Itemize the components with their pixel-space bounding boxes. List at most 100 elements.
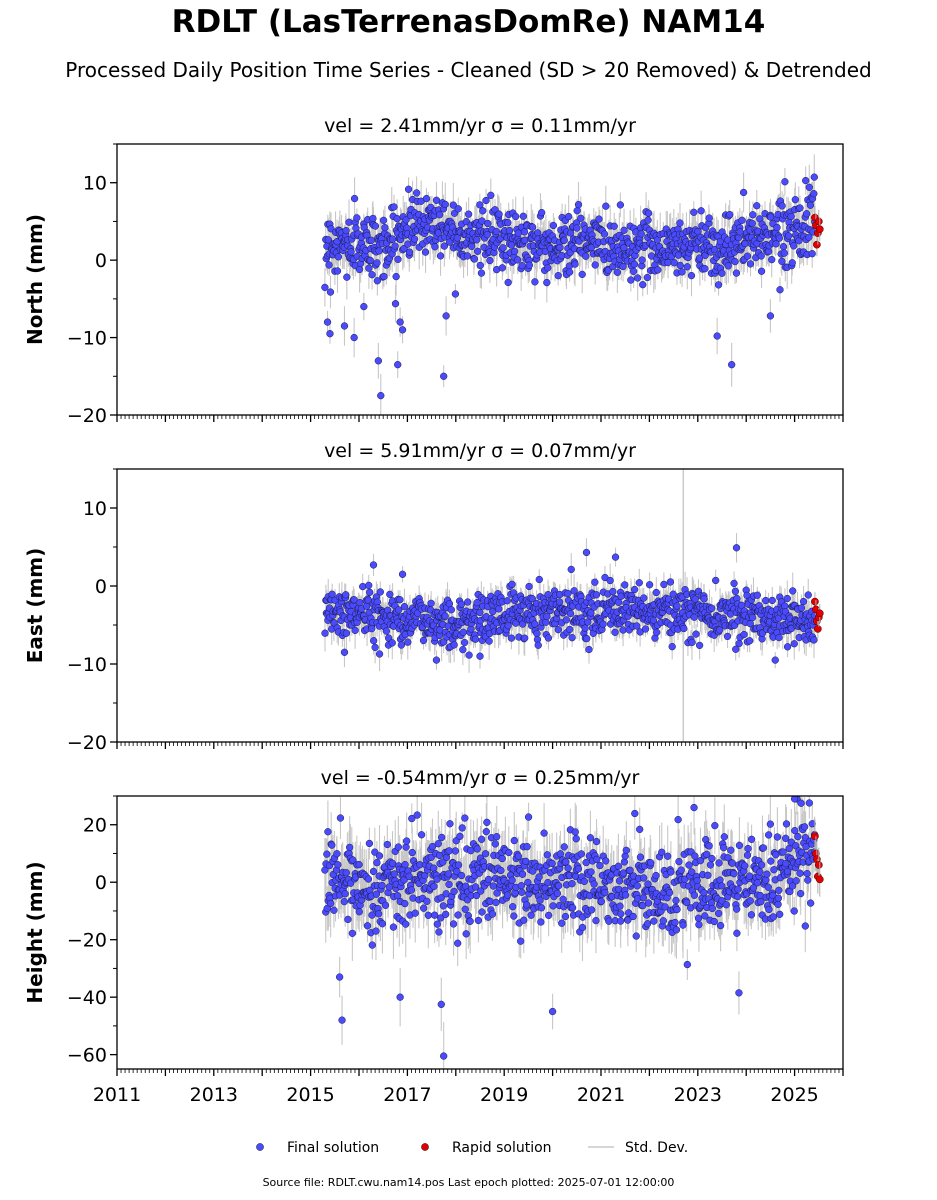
final-point: [723, 632, 732, 641]
final-point: [381, 224, 389, 232]
final-point: [394, 255, 402, 263]
final-point: [512, 212, 520, 221]
final-point: [587, 609, 595, 617]
final-point: [783, 594, 791, 603]
final-point: [700, 595, 708, 603]
final-point: [504, 622, 512, 630]
final-point: [508, 580, 516, 588]
final-points-east: [321, 544, 819, 664]
final-point: [528, 594, 536, 603]
final-point: [386, 590, 394, 599]
final-point: [753, 591, 761, 599]
final-point: [660, 580, 668, 589]
final-point: [531, 620, 539, 628]
final-point: [616, 201, 625, 209]
final-point: [460, 638, 469, 647]
final-point: [368, 271, 376, 279]
final-point: [670, 259, 678, 267]
final-point: [711, 245, 719, 254]
final-point: [507, 634, 516, 642]
final-point: [350, 194, 359, 203]
final-point: [732, 645, 740, 653]
final-point: [323, 904, 331, 913]
final-point: [591, 261, 599, 269]
final-point: [694, 227, 702, 236]
final-point: [585, 645, 593, 654]
final-point: [351, 626, 359, 635]
final-point: [476, 261, 484, 270]
final-point: [394, 361, 402, 369]
final-point: [366, 588, 374, 596]
final-point: [735, 639, 743, 648]
final-point: [486, 256, 494, 265]
final-point: [611, 553, 620, 561]
final-point: [499, 244, 507, 252]
final-point: [487, 191, 495, 199]
final-point: [775, 234, 784, 242]
final-point: [388, 639, 396, 647]
figure-subtitle: Processed Daily Position Time Series - C…: [65, 58, 872, 82]
final-point: [560, 236, 568, 244]
final-point: [479, 207, 487, 215]
final-point: [451, 290, 460, 298]
final-point: [379, 216, 388, 224]
final-point: [789, 587, 797, 595]
final-point: [788, 259, 796, 267]
final-point: [810, 190, 818, 198]
final-point: [431, 243, 439, 251]
final-point: [334, 253, 343, 261]
final-point: [644, 216, 652, 224]
final-point: [757, 267, 766, 275]
final-point: [748, 613, 757, 622]
final-point: [535, 575, 543, 584]
final-point: [404, 185, 413, 193]
final-point: [369, 214, 377, 223]
final-point: [582, 548, 591, 557]
final-point: [614, 598, 623, 607]
final-point: [376, 588, 384, 596]
final-point: [771, 656, 779, 664]
final-point: [649, 616, 658, 625]
final-point: [544, 264, 552, 272]
final-point: [321, 629, 329, 637]
final-point: [388, 235, 397, 243]
final-point: [543, 612, 551, 621]
final-point: [477, 269, 486, 277]
final-point: [518, 261, 526, 270]
final-point: [369, 561, 378, 569]
final-point: [797, 604, 806, 612]
final-point: [521, 634, 529, 642]
final-point: [476, 608, 484, 617]
final-point: [396, 318, 404, 326]
final-point: [779, 243, 788, 251]
final-point: [641, 625, 650, 633]
final-point: [565, 268, 574, 276]
final-point: [442, 312, 450, 320]
final-point: [471, 635, 480, 643]
panel-north: vel = 2.41mm/yr σ = 0.11mm/yr North (mm) 1…: [23, 115, 844, 427]
final-point: [731, 257, 739, 266]
final-point: [688, 638, 696, 647]
final-point: [611, 628, 619, 636]
final-point: [573, 224, 581, 232]
final-point: [441, 200, 449, 209]
final-point: [668, 643, 676, 651]
final-point: [404, 638, 412, 646]
rapid-point: [813, 240, 821, 249]
final-point: [323, 850, 331, 858]
final-point: [739, 188, 748, 197]
final-point: [476, 201, 484, 209]
ytick-label: 0: [95, 576, 107, 598]
final-point: [654, 266, 662, 274]
final-point: [495, 605, 503, 613]
final-point: [767, 213, 775, 221]
final-point: [627, 276, 635, 284]
final-point: [375, 650, 384, 658]
final-point: [391, 242, 399, 250]
final-point: [489, 607, 497, 616]
final-point: [591, 578, 599, 586]
final-point: [342, 591, 350, 599]
final-point: [753, 202, 761, 210]
final-point: [652, 588, 660, 597]
final-point: [325, 261, 333, 269]
